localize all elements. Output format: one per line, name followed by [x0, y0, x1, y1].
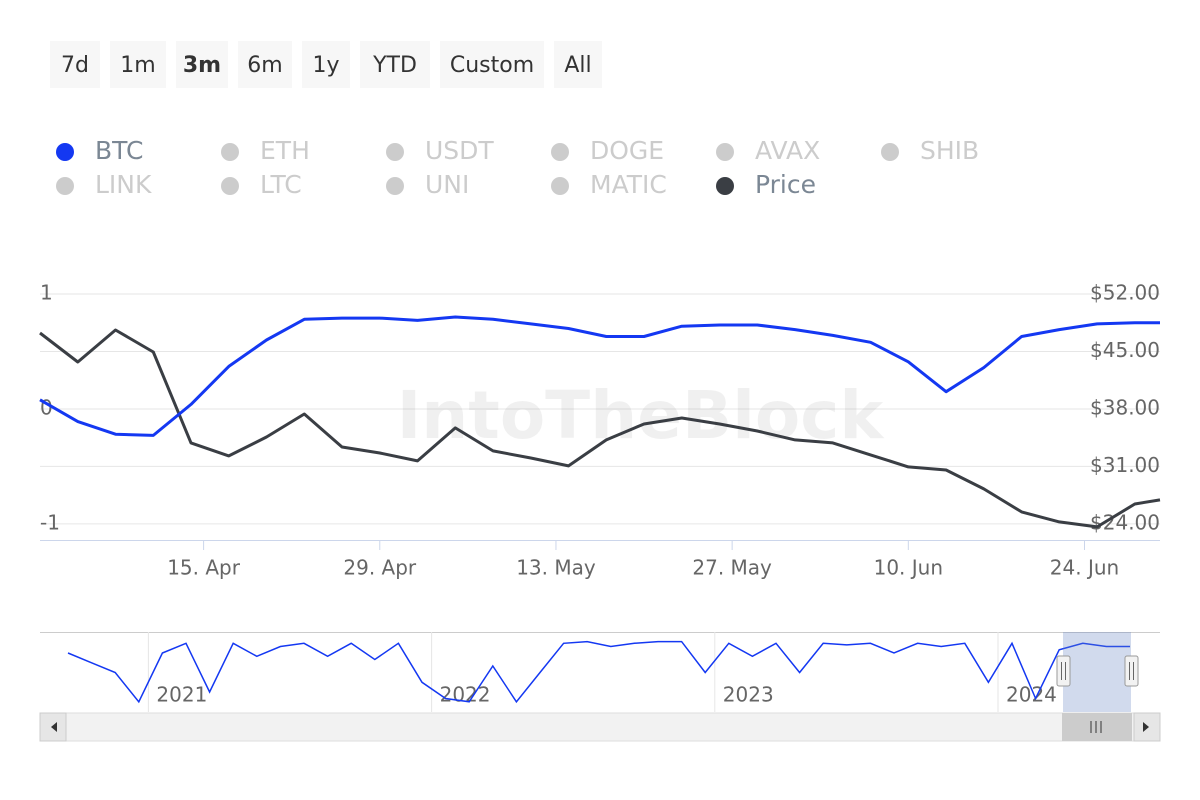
- x-tick-label: 29. Apr: [343, 556, 417, 580]
- y-tick-label: -1: [40, 510, 60, 534]
- range-button-bg: [302, 41, 350, 88]
- legend-label: LTC: [260, 170, 302, 199]
- legend-item[interactable]: SHIB: [881, 136, 979, 165]
- x-tick-label: 13. May: [516, 556, 596, 580]
- range-button[interactable]: 3m: [176, 41, 228, 88]
- legend-item[interactable]: BTC: [56, 136, 143, 165]
- range-button-bg: [176, 41, 228, 88]
- range-button-label: Custom: [450, 53, 534, 78]
- y2-tick-label: $38.00: [1090, 395, 1160, 419]
- range-button-bg: [110, 41, 166, 88]
- legend-marker: [386, 143, 404, 161]
- legend-marker: [221, 177, 239, 195]
- y2-tick-label: $31.00: [1090, 453, 1160, 477]
- range-button[interactable]: 1y: [302, 41, 350, 88]
- navigator-label: 2021: [156, 683, 207, 707]
- legend-marker: [551, 177, 569, 195]
- x-tick-label: 27. May: [692, 556, 772, 580]
- navigator-selection[interactable]: [1063, 632, 1131, 712]
- range-button-label: YTD: [372, 53, 417, 78]
- y-tick-label: 1: [40, 281, 53, 305]
- x-tick-label: 15. Apr: [167, 556, 241, 580]
- legend-item[interactable]: DOGE: [551, 136, 664, 165]
- range-button-bg: [554, 41, 602, 88]
- legend-marker: [221, 143, 239, 161]
- range-button-label: 1y: [312, 53, 339, 78]
- legend-label: SHIB: [920, 136, 979, 165]
- legend-label: USDT: [425, 136, 494, 165]
- range-button-label: 1m: [120, 53, 155, 78]
- range-button-label: All: [564, 53, 591, 78]
- range-button-bg: [360, 41, 430, 88]
- legend-item[interactable]: ETH: [221, 136, 310, 165]
- range-button[interactable]: 6m: [238, 41, 292, 88]
- range-button[interactable]: YTD: [360, 41, 430, 88]
- legend-label: BTC: [95, 136, 143, 165]
- legend-label: ETH: [260, 136, 310, 165]
- navigator-bg: [40, 632, 1160, 712]
- range-button[interactable]: All: [554, 41, 602, 88]
- legend-label: LINK: [95, 170, 152, 199]
- legend-item[interactable]: USDT: [386, 136, 494, 165]
- range-button-label: 7d: [61, 53, 89, 78]
- legend-item[interactable]: MATIC: [551, 170, 667, 199]
- legend-label: Price: [755, 170, 816, 199]
- legend-label: DOGE: [590, 136, 664, 165]
- legend-marker: [881, 143, 899, 161]
- navigator-handle[interactable]: [1056, 655, 1071, 687]
- legend-label: UNI: [425, 170, 469, 199]
- legend-marker: [56, 177, 74, 195]
- handle-grip: [1061, 662, 1134, 680]
- arrow-left: [51, 722, 57, 732]
- y2-tick-label: $45.00: [1090, 338, 1160, 362]
- legend-marker: [716, 177, 734, 195]
- y2-tick-label: $52.00: [1090, 281, 1160, 305]
- legend-marker: [386, 177, 404, 195]
- range-button[interactable]: 1m: [110, 41, 166, 88]
- navigator-label: 2023: [723, 683, 774, 707]
- range-button-label: 6m: [247, 53, 282, 78]
- navigator-label: 2022: [440, 683, 491, 707]
- legend-item[interactable]: LTC: [221, 170, 302, 199]
- scrollbar-track[interactable]: [39, 712, 1161, 742]
- range-button[interactable]: 7d: [50, 41, 100, 88]
- legend-item[interactable]: AVAX: [716, 136, 820, 165]
- series-line: [39, 328, 1161, 529]
- range-button[interactable]: Custom: [440, 41, 544, 88]
- navigator-line: [67, 640, 1130, 704]
- legend-marker: [716, 143, 734, 161]
- range-button-bg: [50, 41, 100, 88]
- range-button-label: 3m: [183, 53, 221, 78]
- legend-item[interactable]: LINK: [56, 170, 152, 199]
- range-button-bg: [238, 41, 292, 88]
- legend-marker: [551, 143, 569, 161]
- arrow-right: [1143, 722, 1149, 732]
- legend-marker: [56, 143, 74, 161]
- legend-item[interactable]: UNI: [386, 170, 469, 199]
- scrollbar-grip: [1090, 721, 1102, 733]
- x-tick-label: 24. Jun: [1050, 556, 1119, 580]
- x-tick-label: 10. Jun: [874, 556, 943, 580]
- legend-label: MATIC: [590, 170, 667, 199]
- y2-tick-label: $24.00: [1090, 510, 1160, 534]
- range-button-bg: [440, 41, 544, 88]
- series-line: [39, 315, 1160, 437]
- legend-label: AVAX: [755, 136, 820, 165]
- scrollbar-thumb[interactable]: [1062, 713, 1132, 741]
- navigator-label: 2024: [1006, 683, 1057, 707]
- navigator-handle[interactable]: [1124, 655, 1139, 687]
- legend-item[interactable]: Price: [716, 170, 816, 199]
